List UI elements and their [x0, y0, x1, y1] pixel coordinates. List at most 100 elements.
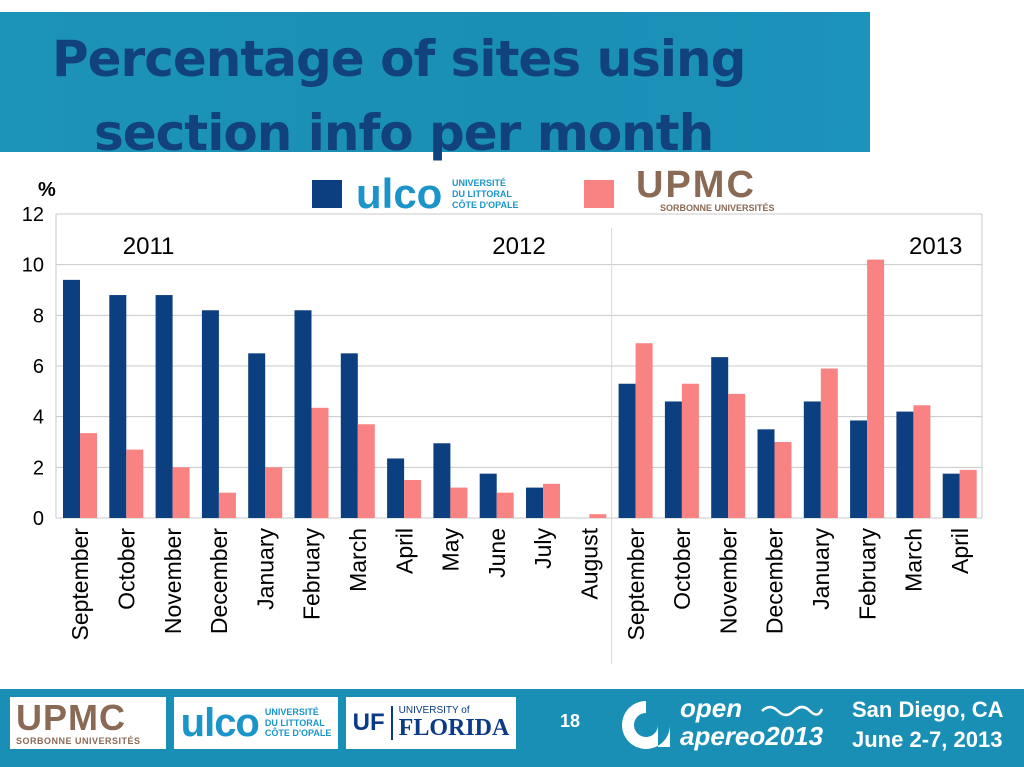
y-tick-labels: 0 2 4 6 8 10 12 — [22, 204, 44, 530]
bar-ulco-6 — [340, 353, 358, 518]
conference-dates: June 2-7, 2013 — [852, 727, 1003, 752]
legend-upmc-sub: SORBONNE UNIVERSITÉS — [660, 203, 775, 213]
bar-upmc-11 — [589, 514, 607, 518]
bar-upmc-5 — [311, 407, 329, 518]
year-labels: 2011 2012 2013 — [123, 233, 963, 260]
bar-upmc-10 — [543, 483, 560, 518]
title-line-2: section info per month — [94, 104, 714, 162]
title-line-1: Percentage of sites using — [52, 30, 746, 88]
bar-chart: ulco UNIVERSITÉ DU LITTORAL CÔTE D'OPALE… — [22, 164, 983, 664]
x-tick-label: October — [113, 528, 139, 610]
legend-upmc-word: UPMC — [636, 164, 756, 206]
bar-ulco-9 — [479, 473, 497, 518]
year-label: 2011 — [123, 233, 175, 260]
bar-upmc-13 — [681, 383, 699, 518]
footer-ulco-sub: UNIVERSITÉ DU LITTORAL CÔTE D'OPALE — [265, 707, 331, 738]
bar-ulco-5 — [294, 310, 312, 518]
page-number: 18 — [560, 711, 581, 731]
title-band: Percentage of sites using section info p… — [0, 12, 870, 162]
apereo-logo-icon — [622, 701, 670, 749]
bar-upmc-17 — [867, 259, 885, 518]
x-tick-label: January — [252, 528, 278, 610]
footer-ulco-sub-1: UNIVERSITÉ — [264, 707, 319, 718]
bar-ulco-3 — [201, 310, 219, 518]
footer-uf-small: UNIVERSITY of — [398, 705, 470, 716]
footer-uf-mark: UF — [352, 709, 385, 736]
x-tick-label: December — [762, 528, 788, 634]
footer-upmc-word: UPMC — [16, 697, 126, 738]
bars — [63, 259, 977, 518]
bar-upmc-9 — [496, 492, 514, 518]
legend-swatch-ulco — [312, 180, 342, 208]
x-tick-label: April — [391, 528, 417, 574]
bar-ulco-13 — [664, 401, 682, 518]
bar-ulco-14 — [711, 357, 729, 518]
bar-upmc-0 — [80, 433, 97, 518]
gridlines — [55, 213, 983, 664]
x-tick-label: November — [715, 528, 741, 634]
x-tick-label: September — [623, 528, 649, 641]
bar-ulco-8 — [433, 443, 451, 518]
bar-upmc-2 — [172, 467, 190, 518]
legend-ulco-sub-1: UNIVERSITÉ — [452, 178, 506, 188]
bar-ulco-17 — [850, 420, 868, 518]
bar-upmc-15 — [774, 442, 792, 518]
x-tick-label: February — [299, 528, 325, 621]
x-tick-label: July — [530, 528, 556, 569]
bar-ulco-19 — [942, 473, 960, 518]
bar-upmc-4 — [265, 467, 283, 518]
footer-uf-big: FLORIDA — [398, 715, 510, 741]
y-axis-label: % — [38, 179, 56, 201]
bar-upmc-1 — [126, 449, 144, 518]
bar-upmc-19 — [959, 469, 977, 518]
bar-upmc-7 — [404, 480, 422, 518]
footer-ulco-word: ulco — [180, 701, 260, 745]
x-tick-label: January — [808, 528, 834, 610]
x-tick-label: December — [206, 528, 232, 634]
footer: UPMC SORBONNE UNIVERSITÉS ulco UNIVERSIT… — [0, 689, 1024, 767]
bar-ulco-15 — [757, 429, 775, 518]
footer-ulco-sub-3: CÔTE D'OPALE — [264, 728, 332, 739]
bar-ulco-0 — [63, 279, 80, 518]
apereo-open: open — [680, 693, 743, 723]
legend-ulco-sub-2: DU LITTORAL — [452, 189, 512, 199]
bar-ulco-16 — [803, 401, 821, 518]
bar-upmc-12 — [635, 343, 653, 518]
y-tick-label: 2 — [33, 457, 44, 479]
y-tick-label: 8 — [33, 305, 44, 327]
bar-upmc-14 — [728, 393, 746, 518]
bar-ulco-4 — [248, 353, 266, 518]
conference-city: San Diego, CA — [852, 697, 1004, 722]
bar-upmc-8 — [450, 487, 468, 518]
bar-upmc-3 — [218, 492, 236, 518]
y-tick-label: 4 — [33, 407, 44, 429]
year-label: 2013 — [909, 233, 962, 260]
footer-ulco-logo: ulco UNIVERSITÉ DU LITTORAL CÔTE D'OPALE — [174, 697, 338, 749]
bar-upmc-6 — [357, 424, 375, 518]
x-tick-label: August — [576, 527, 602, 599]
x-tick-label: June — [484, 528, 510, 578]
footer-upmc-sub: SORBONNE UNIVERSITÉS — [16, 736, 141, 746]
footer-uf-text: UNIVERSITY of FLORIDA — [398, 705, 510, 741]
x-tick-label: November — [160, 528, 186, 634]
x-tick-label: February — [854, 528, 880, 621]
y-tick-label: 6 — [33, 356, 44, 378]
year-label: 2012 — [492, 233, 545, 260]
y-tick-label: 0 — [33, 508, 44, 530]
x-tick-label: September — [67, 528, 93, 641]
apereo-wave-icon — [761, 705, 824, 717]
bar-ulco-2 — [155, 295, 173, 518]
bar-ulco-12 — [618, 383, 636, 518]
bar-ulco-7 — [387, 458, 405, 518]
x-tick-label: March — [345, 528, 371, 592]
x-tick-label: March — [901, 528, 927, 592]
bar-ulco-18 — [896, 411, 914, 518]
bar-upmc-18 — [913, 405, 931, 518]
x-tick-label: May — [438, 528, 464, 572]
y-tick-label: 12 — [22, 204, 44, 226]
bar-ulco-10 — [526, 487, 543, 518]
footer-upmc-logo: UPMC SORBONNE UNIVERSITÉS — [10, 697, 166, 749]
footer-uf-divider — [390, 706, 393, 740]
legend-swatch-upmc — [584, 180, 614, 208]
x-tick-labels: September October November December January F… — [67, 527, 973, 640]
